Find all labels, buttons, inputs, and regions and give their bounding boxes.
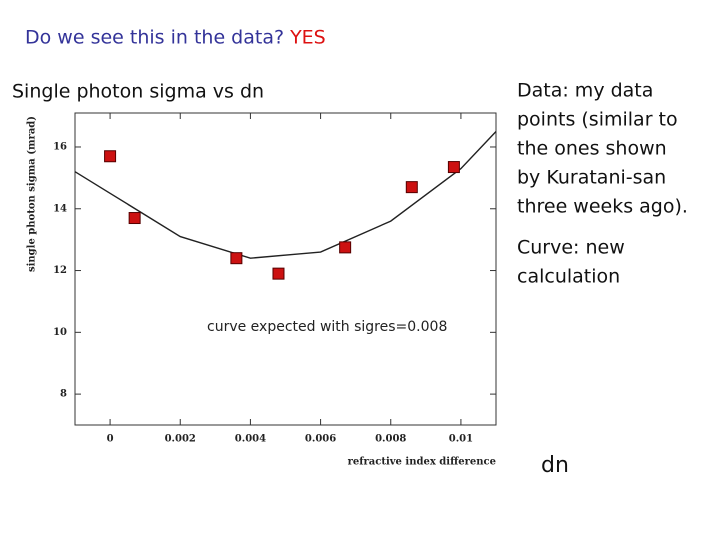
note-line: the ones shown [517, 138, 667, 160]
x-tick-label: 0.002 [165, 434, 196, 445]
title-answer: YES [289, 27, 326, 49]
x-axis-label: refractive index difference [348, 457, 496, 468]
x-tick-label: 0.008 [375, 434, 406, 445]
note-line: by Kuratani-san [517, 167, 666, 189]
data-point [405, 181, 418, 194]
curve [74, 131, 497, 259]
y-tick-label: 14 [53, 203, 67, 214]
x-tick-label: 0.01 [449, 434, 473, 445]
data-point [339, 241, 352, 254]
y-tick-label: 16 [53, 141, 67, 152]
data-point [447, 161, 460, 174]
x-tick-label: 0 [107, 434, 114, 445]
y-axis-label: single photon sigma (mrad) [27, 116, 38, 272]
data-point [128, 212, 141, 225]
note-line: calculation [517, 266, 620, 288]
x-tick-label: 0.006 [305, 434, 336, 445]
title-question: Do we see this in the data? [25, 27, 284, 49]
y-tick-label: 10 [53, 327, 67, 338]
data-point [230, 252, 243, 265]
data-point [272, 267, 285, 280]
note-line: points (similar to [517, 109, 678, 131]
y-tick-label: 12 [53, 265, 67, 276]
x-tick-label: 0.004 [235, 434, 266, 445]
annotation: curve expected with sigres=0.008 [207, 319, 447, 335]
plot-frame [74, 112, 497, 426]
note-line: Curve: new [517, 237, 625, 259]
note-line: Data: my data [517, 80, 653, 102]
y-tick-label: 8 [60, 389, 67, 400]
note-line: three weeks ago). [517, 196, 688, 218]
subtitle: Single photon sigma vs dn [12, 81, 264, 103]
data-point [104, 150, 117, 163]
x-caption: dn [541, 453, 569, 478]
